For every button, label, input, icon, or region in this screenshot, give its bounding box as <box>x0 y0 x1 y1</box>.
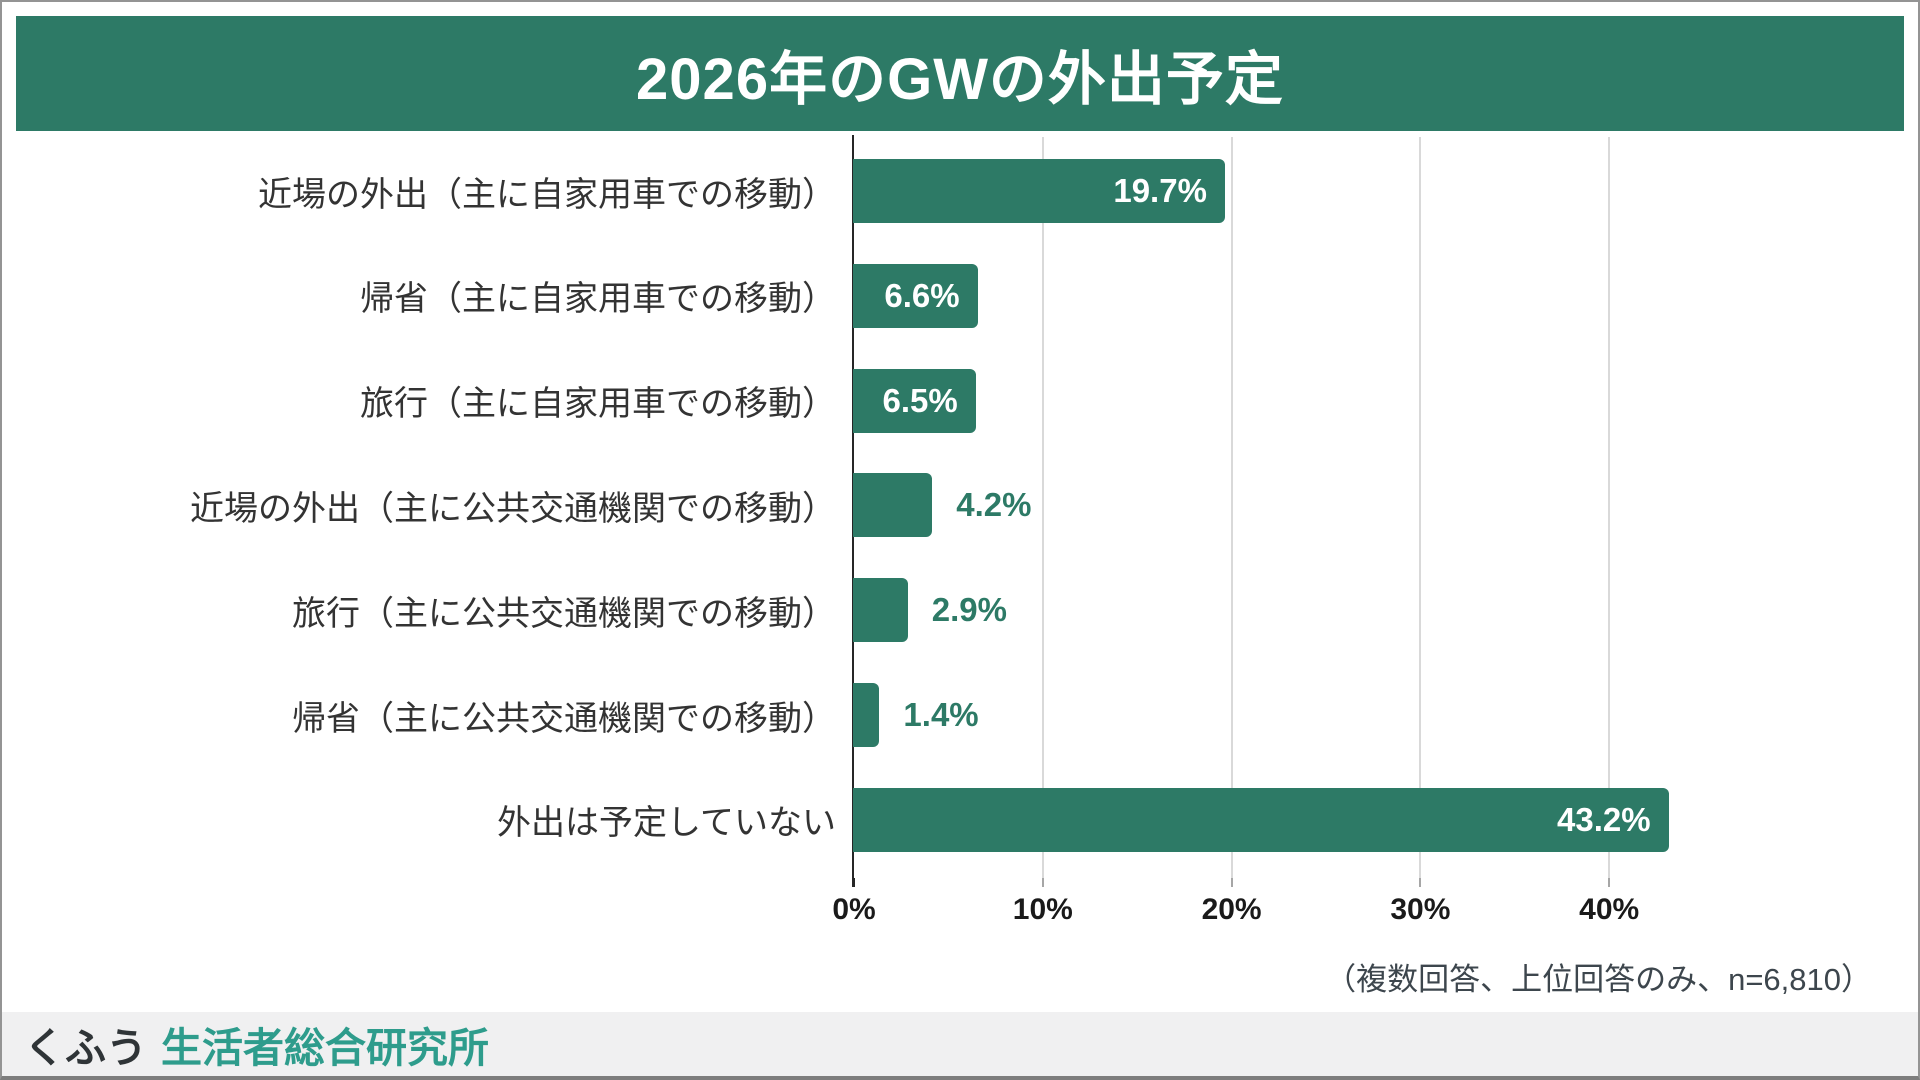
survey-note: （複数回答、上位回答のみ、n=6,810） <box>1325 962 1872 997</box>
chart-title: 2026年のGWの外出予定 <box>636 46 1284 112</box>
category-label: 近場の外出（主に公共交通機関での移動） <box>190 489 836 528</box>
bar <box>853 368 976 433</box>
footer-brand-logo: くふう <box>24 1025 147 1071</box>
x-axis-tick-label: 0% <box>832 893 876 926</box>
x-axis-tick <box>1608 878 1611 887</box>
plot-area: 0% 10% 20% 30% 40% 近場の外出（主に自家用車での移動） 19.7% 帰省（主… <box>2 131 1918 926</box>
bar <box>853 263 978 328</box>
x-axis-tick-label: 10% <box>1012 893 1073 926</box>
bar <box>853 578 908 643</box>
bar-value-label: 6.6% <box>884 276 960 314</box>
bar-value-label: 1.4% <box>903 696 979 733</box>
bar <box>853 473 933 538</box>
x-axis-tick <box>1230 878 1233 887</box>
category-label: 近場の外出（主に自家用車での移動） <box>258 175 836 214</box>
x-axis-tick-label: 40% <box>1579 893 1640 926</box>
x-gridline <box>1419 137 1422 878</box>
bar-value-label: 2.9% <box>931 591 1007 629</box>
category-label: 旅行（主に自家用車での移動） <box>360 385 836 424</box>
bar <box>853 787 1669 852</box>
category-label: 帰省（主に自家用車での移動） <box>360 280 836 319</box>
category-label: 外出は予定していない <box>497 804 836 843</box>
x-axis-tick <box>853 878 855 887</box>
footer-bar: くふう 生活者総合研究所 <box>2 1012 1918 1076</box>
x-axis-tick <box>1041 878 1044 887</box>
chart-title-banner: 2026年のGWの外出予定 <box>16 16 1904 131</box>
bar-value-label: 6.5% <box>882 381 958 419</box>
x-axis-tick-label: 30% <box>1390 893 1451 926</box>
x-gridline <box>1041 137 1044 878</box>
bar <box>853 683 880 747</box>
category-label: 帰省（主に公共交通機関での移動） <box>292 699 836 738</box>
bar-value-label: 4.2% <box>956 486 1032 524</box>
bar <box>853 159 1225 223</box>
x-axis-tick <box>1419 878 1422 887</box>
x-gridline <box>1230 137 1233 878</box>
bar-value-label: 43.2% <box>1557 800 1651 838</box>
footer-org-name: 生活者総合研究所 <box>161 1025 489 1071</box>
x-gridline <box>1608 137 1611 878</box>
category-label: 旅行（主に公共交通機関での移動） <box>292 594 836 633</box>
bar-value-label: 19.7% <box>1113 172 1207 209</box>
x-axis-tick-label: 20% <box>1201 893 1262 926</box>
